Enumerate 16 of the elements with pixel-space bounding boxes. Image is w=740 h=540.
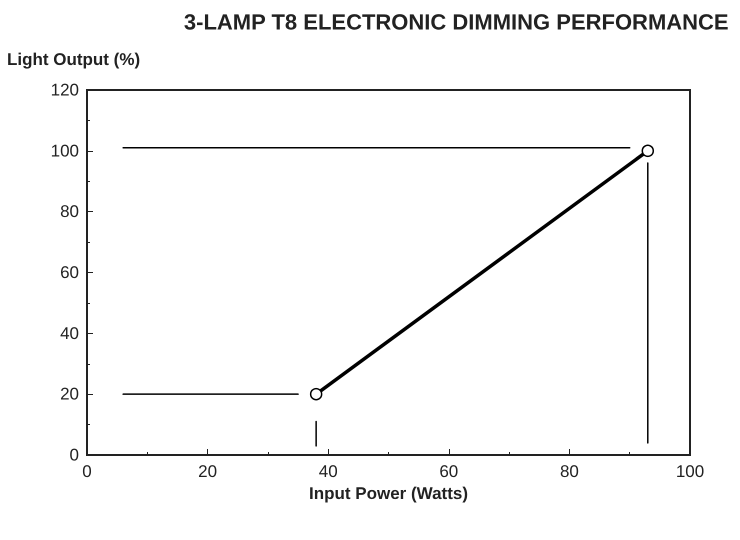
y-tick-label: 100 bbox=[50, 141, 79, 160]
y-axis-title: Light Output (%) bbox=[7, 50, 140, 69]
x-tick-label: 40 bbox=[318, 462, 338, 481]
y-tick-label: 120 bbox=[50, 80, 79, 100]
x-tick-label: 80 bbox=[560, 462, 579, 481]
y-tick-label: 20 bbox=[60, 384, 79, 404]
y-tick-label: 60 bbox=[60, 263, 79, 282]
x-tick-label: 100 bbox=[676, 462, 704, 481]
x-axis-title: Input Power (Watts) bbox=[309, 484, 468, 503]
y-tick-label: 80 bbox=[60, 202, 79, 222]
x-tick-label: 20 bbox=[198, 462, 218, 481]
y-tick-label: 0 bbox=[70, 446, 79, 464]
y-tick-label: 40 bbox=[60, 324, 79, 343]
x-tick-label: 0 bbox=[82, 462, 92, 481]
x-tick-label: 60 bbox=[439, 462, 458, 481]
chart-title: 3-LAMP T8 ELECTRONIC DIMMING PERFORMANCE bbox=[184, 10, 729, 34]
